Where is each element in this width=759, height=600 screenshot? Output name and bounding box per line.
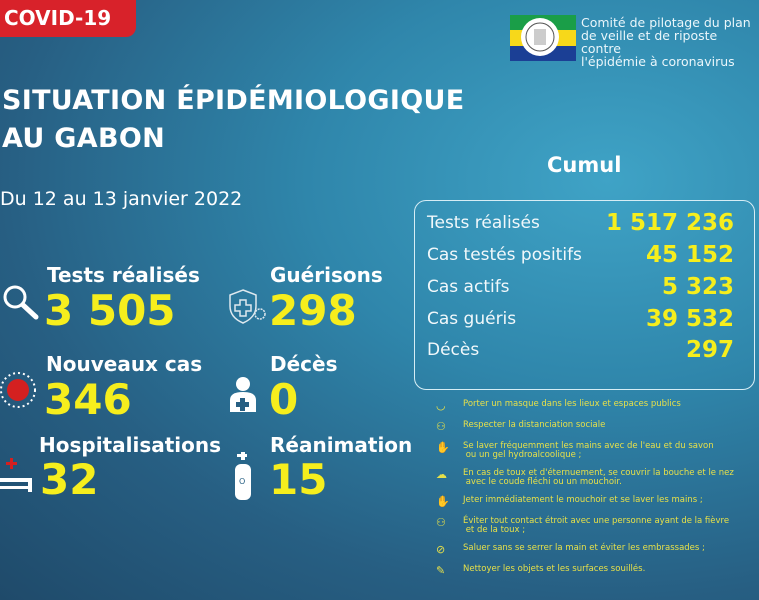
cumul-value: 297 [685, 337, 734, 363]
stat-hospitalizations-label: Hospitalisations [39, 433, 222, 457]
oxygen-tank-icon: O [235, 452, 251, 500]
cumul-row: Cas guéris 39 532 [427, 304, 734, 334]
date-range: Du 12 au 13 janvier 2022 [0, 188, 243, 210]
advice-item: ⊘ Saluer sans se serrer la main et éviter… [436, 544, 756, 556]
title-line-1: SITUATION ÉPIDÉMIOLOGIQUE [2, 85, 465, 116]
handwash-icon: ✋ [436, 441, 450, 454]
org-line-2: de veille et de riposte contre [581, 28, 718, 56]
organization-name: Comité de pilotage du plan de veille et … [581, 16, 759, 68]
cumul-value: 45 152 [645, 242, 734, 268]
cumul-row: Cas actifs 5 323 [427, 272, 734, 302]
cumul-title: Cumul [547, 153, 622, 177]
stat-deaths-value: 0 [269, 375, 299, 424]
advice-item: ☁ En cas de toux et d'éternuement, se cou… [436, 469, 756, 487]
prevention-advice-list: ◡ Porter un masque dans les lieux et espa… [436, 400, 756, 586]
stat-hospitalizations-value: 32 [40, 455, 99, 504]
mask-icon: ◡ [436, 399, 446, 412]
org-line-3: l'épidémie à coronavirus [581, 54, 735, 69]
advice-text: Saluer sans se serrer la main et éviter … [463, 543, 705, 553]
cumul-row: Tests réalisés 1 517 236 [427, 208, 734, 238]
advice-text: Porter un masque dans les lieux et espac… [463, 399, 681, 409]
advice-text: En cas de toux et d'éternuement, se couv… [463, 468, 734, 487]
stat-deaths-label: Décès [270, 352, 338, 376]
cumul-label: Décès [427, 340, 480, 360]
distance-icon: ⚇ [436, 516, 446, 529]
page-title: SITUATION ÉPIDÉMIOLOGIQUE AU GABON [2, 82, 464, 158]
stat-recoveries-value: 298 [269, 286, 357, 335]
org-line-1: Comité de pilotage du plan [581, 15, 751, 30]
advice-text: Éviter tout contact étroit avec une pers… [463, 516, 730, 535]
cumul-value: 39 532 [645, 306, 734, 332]
stat-icu-value: 15 [269, 455, 328, 504]
virus-icon [0, 372, 36, 408]
cumul-row: Décès 297 [427, 335, 734, 365]
magnifier-icon [3, 285, 39, 320]
stat-new-cases-value: 346 [44, 375, 132, 424]
title-line-2: AU GABON [2, 123, 165, 154]
advice-item: ⚇ Éviter tout contact étroit avec une per… [436, 517, 756, 535]
stat-new-cases-label: Nouveaux cas [46, 352, 203, 376]
cumul-value: 5 323 [661, 274, 734, 300]
stat-tests-value: 3 505 [44, 286, 176, 335]
cumul-value: 1 517 236 [605, 210, 734, 236]
gabon-flag-logo [510, 15, 576, 61]
no-handshake-icon: ⊘ [436, 543, 446, 556]
advice-text: Jeter immédiatement le mouchoir et se la… [463, 495, 703, 505]
cough-icon: ☁ [436, 468, 447, 481]
person-cross-icon [230, 377, 256, 412]
advice-item: ✎ Nettoyer les objets et les surfaces sou… [436, 565, 756, 577]
distance-icon: ⚇ [436, 420, 446, 433]
advice-text: Se laver fréquemment les mains avec de l… [463, 441, 714, 460]
cumul-label: Tests réalisés [427, 213, 540, 233]
handwash-icon: ✋ [436, 495, 450, 508]
shield-cross-icon [229, 289, 266, 324]
advice-item: ◡ Porter un masque dans les lieux et espa… [436, 400, 756, 412]
stat-recoveries-label: Guérisons [270, 263, 383, 287]
cumul-label: Cas actifs [427, 277, 510, 297]
stat-icu-label: Réanimation [270, 433, 413, 457]
cleaning-icon: ✎ [436, 564, 446, 577]
cumul-label: Cas testés positifs [427, 245, 582, 265]
cumul-row: Cas testés positifs 45 152 [427, 240, 734, 270]
advice-item: ⚇ Respecter la distanciation sociale [436, 421, 756, 433]
advice-text: Nettoyer les objets et les surfaces soui… [463, 564, 646, 574]
covid-badge: COVID-19 [0, 0, 136, 37]
advice-item: ✋ Jeter immédiatement le mouchoir et se l… [436, 496, 756, 508]
advice-text: Respecter la distanciation sociale [463, 420, 606, 430]
cumul-table: Tests réalisés 1 517 236 Cas testés posit… [414, 200, 755, 390]
svg-text:O: O [239, 477, 245, 486]
stat-tests-label: Tests réalisés [47, 263, 200, 287]
cumul-label: Cas guéris [427, 309, 517, 329]
hospital-bed-icon [0, 458, 32, 492]
advice-item: ✋ Se laver fréquemment les mains avec de … [436, 442, 756, 460]
